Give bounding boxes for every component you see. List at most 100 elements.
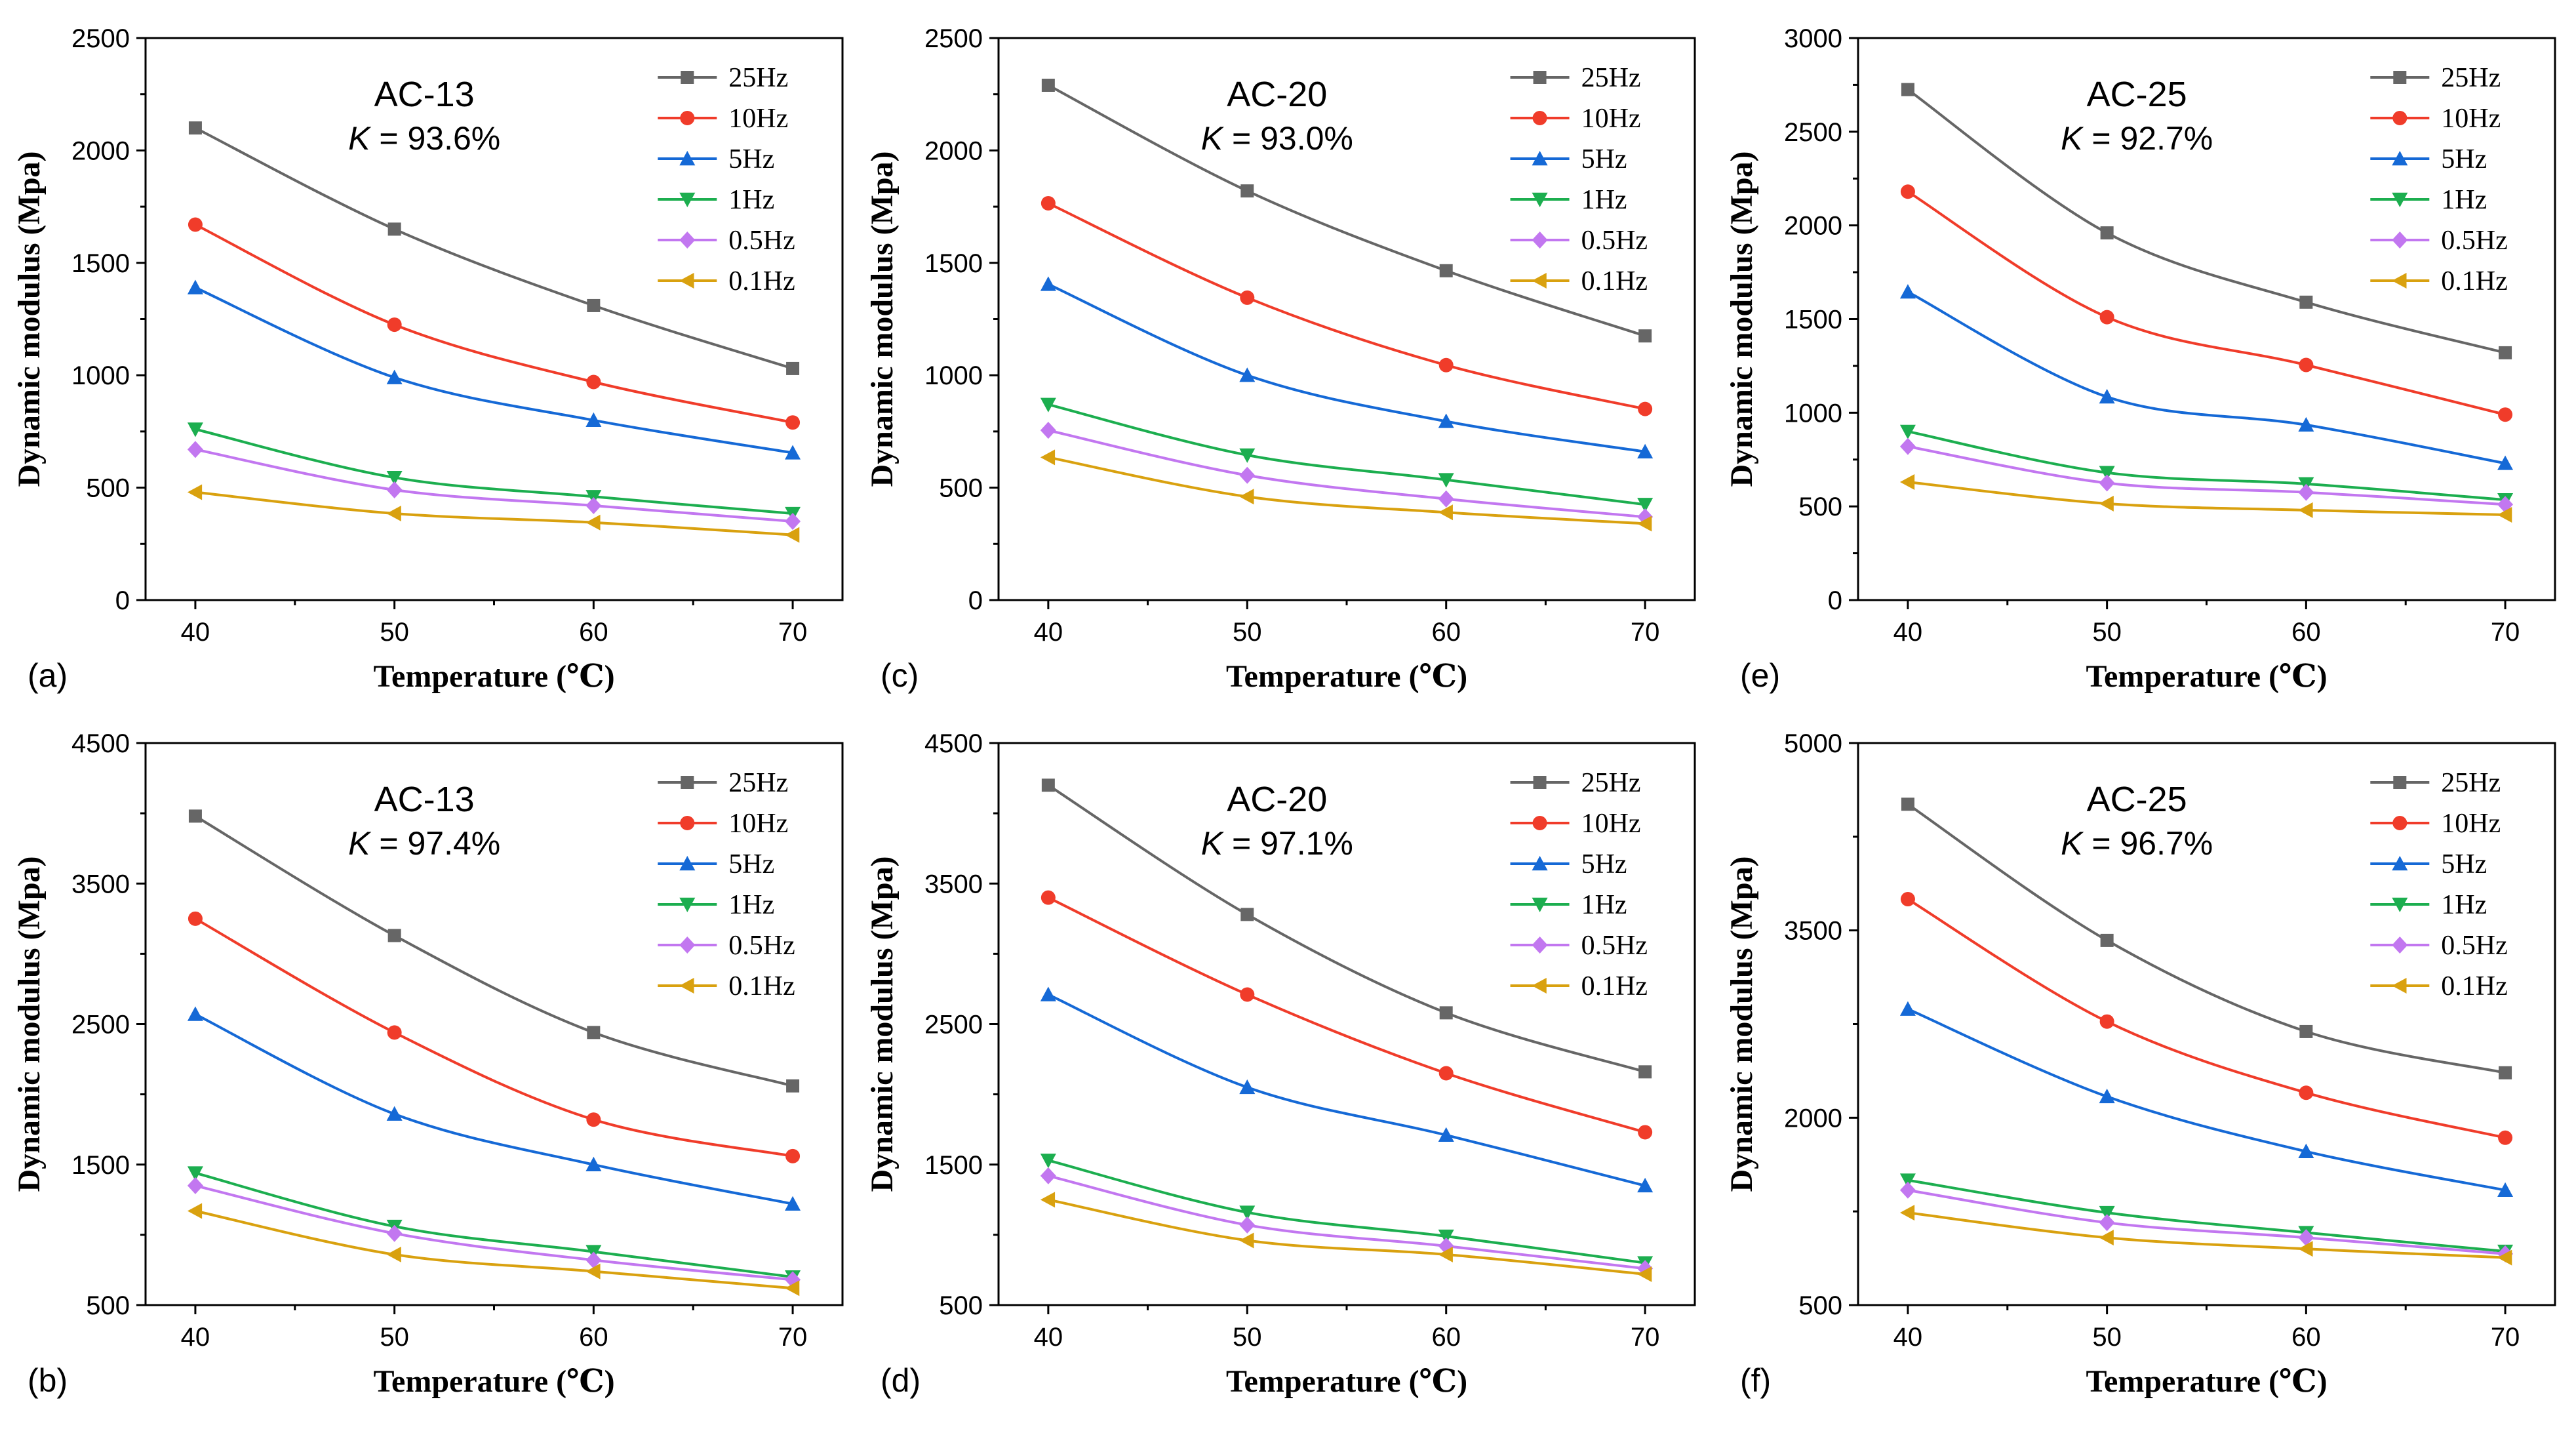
legend-label: 0.1Hz [2441, 266, 2507, 296]
legend-marker [1532, 856, 1548, 871]
data-point [1901, 797, 1914, 811]
legend-marker [2392, 978, 2407, 994]
data-point [2498, 1130, 2513, 1145]
x-tick-label: 50 [380, 1323, 409, 1352]
data-point [786, 1079, 800, 1093]
legend-marker [680, 111, 695, 125]
series-line [195, 491, 793, 536]
legend-marker [1532, 978, 1547, 994]
legend-marker [1533, 776, 1547, 789]
legend-label: 10Hz [2441, 809, 2501, 839]
data-point [187, 422, 203, 437]
series-10Hz [1900, 892, 2513, 1145]
data-point [2099, 1230, 2114, 1246]
series-0.5Hz [1899, 437, 2514, 514]
y-axis-title: Dynamic modulus (Mpa) [865, 151, 900, 487]
data-point [386, 470, 403, 486]
data-point [2298, 1143, 2314, 1158]
legend-item: 0.5Hz [658, 931, 795, 961]
data-point [1239, 466, 1256, 484]
legend-item: 0.5Hz [2370, 931, 2508, 961]
data-point [1438, 1127, 1454, 1142]
series-line [1907, 1007, 2506, 1192]
data-point [1638, 329, 1652, 343]
series-line [195, 448, 793, 523]
x-axis-title: Temperature (℃) [1226, 1364, 1467, 1399]
k-value: = 92.7% [2082, 120, 2213, 157]
x-tick-label: 50 [2092, 618, 2122, 647]
series-line [194, 815, 793, 1087]
legend-item: 0.5Hz [2370, 226, 2508, 256]
legend-label: 0.1Hz [1581, 266, 1648, 296]
x-tick-label: 60 [2291, 1323, 2321, 1352]
data-point [187, 1177, 203, 1194]
series-line [1048, 403, 1646, 506]
legend-label: 25Hz [2441, 768, 2501, 798]
y-tick-label: 1000 [71, 361, 130, 390]
legend-item: 0.1Hz [658, 266, 795, 296]
panel-letter: (d) [881, 1362, 921, 1399]
x-tick-label: 60 [1431, 1323, 1461, 1352]
data-point [1438, 357, 1454, 373]
data-point [2298, 502, 2313, 518]
x-tick-label: 70 [1631, 618, 1660, 647]
data-point [2099, 389, 2115, 404]
series-line [1047, 84, 1646, 338]
panel-title: AC-13 [374, 780, 475, 819]
legend-marker [679, 273, 694, 289]
data-point [1439, 264, 1453, 277]
y-tick-label: 2500 [924, 1011, 983, 1039]
series-line [195, 428, 793, 515]
x-tick-label: 40 [181, 618, 210, 647]
legend-marker [2392, 111, 2408, 125]
data-point [1899, 424, 1916, 439]
legend-item: 5Hz [1510, 144, 1627, 174]
k-annotation: K = 97.4% [348, 825, 500, 862]
legend-marker [2392, 816, 2408, 830]
panel-f: 40 50 60 70 500 2000 3500 5000 Temperature (℃) Dy… [1724, 729, 2556, 1399]
legend-item: 25Hz [658, 63, 788, 93]
y-tick-label: 1500 [924, 1151, 983, 1180]
data-point [1638, 1125, 1653, 1140]
legend-item: 25Hz [1510, 768, 1641, 798]
series-25Hz [1901, 797, 2512, 1079]
x-tick-label: 60 [579, 618, 608, 647]
panel-b: 40 50 60 70 500 1500 2500 3500 4500 Temperature (… [12, 729, 844, 1399]
panel-title: AC-25 [2087, 780, 2187, 819]
legend-label: 0.5Hz [1581, 226, 1648, 256]
y-tick-label: 2000 [924, 136, 983, 165]
series-25Hz [1901, 83, 2512, 359]
y-tick-label: 1500 [71, 1151, 130, 1180]
data-point [1040, 1154, 1056, 1169]
y-tick-label: 1500 [1784, 306, 1842, 334]
panel-title: AC-13 [374, 75, 475, 114]
series-25Hz [1041, 778, 1652, 1079]
data-point [2298, 416, 2314, 432]
series-line [1048, 429, 1646, 519]
legend-label: 1Hz [728, 890, 774, 920]
x-tick-label: 40 [1034, 618, 1063, 647]
series-line [1048, 896, 1646, 1134]
y-axis-title: Dynamic modulus (Mpa) [12, 856, 47, 1192]
k-annotation: K = 92.7% [2061, 120, 2213, 157]
k-symbol: K [2061, 825, 2084, 862]
data-point [2099, 1088, 2115, 1104]
series-1Hz [187, 422, 801, 522]
series-line [1048, 202, 1646, 411]
y-axis-title: Dynamic modulus (Mpa) [865, 856, 900, 1192]
data-point [2099, 1205, 2115, 1221]
legend-item: 1Hz [2370, 185, 2487, 215]
legend-marker [2393, 776, 2407, 789]
y-tick-label: 2000 [1784, 212, 1842, 241]
data-point [2099, 1214, 2115, 1232]
legend-label: 0.1Hz [728, 971, 795, 1001]
legend-item: 5Hz [658, 849, 774, 879]
data-point [386, 1224, 403, 1242]
x-tick-label: 70 [2491, 1323, 2520, 1352]
y-tick-label: 2500 [924, 24, 983, 53]
series-5Hz [1040, 276, 1654, 458]
legend-item: 10Hz [1510, 104, 1641, 134]
legend-item: 5Hz [2370, 849, 2487, 879]
legend-item: 0.1Hz [1510, 971, 1648, 1001]
y-tick-label: 0 [115, 586, 130, 615]
